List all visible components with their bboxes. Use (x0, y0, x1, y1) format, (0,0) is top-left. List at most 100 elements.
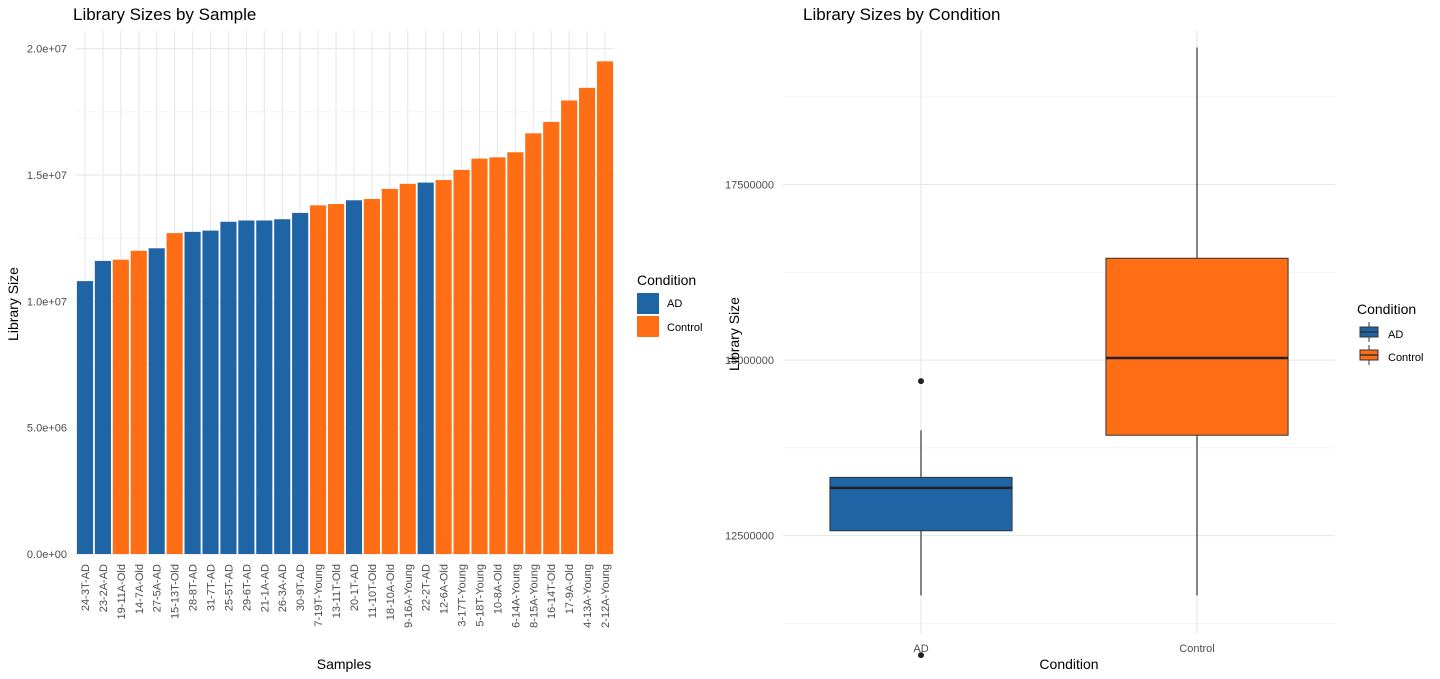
box-legend-key-control (1359, 345, 1379, 365)
box-outlier-point (918, 378, 924, 385)
bar (453, 169, 470, 554)
bar (579, 87, 596, 554)
bar-x-tick-label: 21-1A-AD (259, 564, 271, 612)
bar-y-tick-label: 0.0e+00 (27, 549, 67, 561)
bar (525, 133, 542, 554)
bar-x-tick-label: 22-2T-AD (421, 564, 433, 611)
bar-chart-legend: Condition AD Control (637, 272, 702, 337)
bar (345, 200, 363, 554)
bar-legend-title: Condition (637, 272, 696, 288)
bar (561, 100, 578, 554)
bar (112, 259, 129, 554)
boxplot-title: Library Sizes by Condition (803, 5, 1000, 24)
boxplot-x-ticks: AD Control (913, 643, 1214, 655)
bar-x-tick-label: 20-1T-AD (349, 564, 361, 611)
bar (327, 204, 345, 554)
bar-x-tick-label: 16-14T-Old (546, 564, 558, 619)
box-legend-key-ad (1359, 322, 1379, 342)
bar (202, 230, 219, 554)
bar-chart-title: Library Sizes by Sample (73, 5, 256, 24)
bar (435, 180, 452, 554)
bar-legend-label-ad: AD (667, 298, 682, 310)
bar (596, 61, 614, 554)
bar-x-tick-label: 12-6A-Old (439, 564, 451, 614)
bar-x-tick-label: 23-2A-AD (98, 564, 110, 612)
bar-x-tick-label: 3-17T-Young (457, 564, 469, 627)
bar-x-tick-label: 4-13A-Young (582, 564, 594, 628)
bar (76, 281, 94, 554)
bar (310, 205, 327, 555)
bar-x-tick-label: 28-8T-AD (188, 564, 200, 611)
bar (130, 250, 147, 555)
bar-x-tick-label: 5-18T-Young (475, 564, 487, 627)
box-iqr (1105, 257, 1289, 436)
boxplot-boxes (829, 47, 1289, 659)
bar (274, 219, 291, 554)
bar (256, 220, 273, 555)
bar-x-tick-label: 6-14A-Young (510, 564, 522, 628)
bar-x-tick-label: 31-7T-AD (206, 564, 218, 611)
bar-x-tick-label: 9-16A-Young (403, 564, 415, 628)
bar-chart-x-ticks: 24-3T-AD 23-2A-AD 19-11A-Old 14-7A-Old 27-5A… (80, 564, 612, 628)
bar-chart-y-axis-title: Library Size (5, 267, 21, 341)
bar-legend-swatch-ad (637, 293, 659, 314)
bar-chart-y-ticks: 0.0e+00 5.0e+06 1.0e+07 1.5e+07 2.0e+07 (27, 44, 67, 561)
bar-x-tick-label: 8-15A-Young (528, 564, 540, 628)
bar (507, 152, 524, 554)
bar-x-tick-label: 17-9A-Old (564, 564, 576, 614)
bar (381, 188, 398, 554)
bar (399, 183, 416, 554)
bar-x-tick-label: 19-11A-Old (116, 564, 128, 619)
box-x-tick-label: Control (1179, 643, 1214, 655)
bar (417, 182, 434, 554)
bar-y-tick-label: 5.0e+06 (27, 423, 67, 435)
box-x-tick-label: AD (913, 643, 928, 655)
bar (94, 260, 111, 554)
bar-x-tick-label: 24-3T-AD (80, 564, 92, 611)
box-outlier-point (918, 652, 924, 659)
bar-x-tick-label: 25-5T-AD (223, 564, 235, 611)
bar-x-tick-label: 11-10T-Old (367, 564, 379, 618)
bar-x-tick-label: 26-3A-AD (277, 564, 289, 612)
bar-legend-swatch-control (637, 316, 659, 337)
bar-chart-bars (76, 61, 614, 555)
bar (363, 199, 380, 554)
bar-legend-label-control: Control (667, 322, 702, 334)
bar (148, 248, 165, 554)
box-legend-label-control: Control (1388, 352, 1423, 364)
bar-x-tick-label: 18-10A-Old (385, 564, 397, 620)
bar-x-tick-label: 2-12A-Young (600, 564, 612, 628)
boxplot-y-axis-title: Library Size (726, 297, 742, 371)
bar-chart-x-axis-title: Samples (317, 656, 371, 672)
boxplot-y-ticks: 12500000 15000000 17500000 (725, 180, 774, 543)
bar (489, 157, 506, 555)
bar-x-tick-label: 29-6T-AD (241, 564, 253, 611)
boxplot-legend: Condition AD Control (1357, 301, 1423, 365)
bar-y-tick-label: 1.0e+07 (27, 296, 67, 308)
boxplot-x-axis-title: Condition (1039, 656, 1098, 672)
box-y-tick-label: 12500000 (725, 531, 774, 543)
bar (471, 158, 488, 554)
bar-x-tick-label: 13-11T-Old (331, 564, 343, 618)
bar-x-tick-label: 7-19T-Young (313, 564, 325, 627)
box-iqr (829, 476, 1013, 532)
bar (292, 212, 309, 555)
box-legend-label-ad: AD (1388, 329, 1403, 341)
bar-x-tick-label: 14-7A-Old (134, 564, 146, 614)
bar (543, 121, 560, 555)
bar-x-tick-label: 30-9T-AD (295, 564, 307, 611)
box-legend-title: Condition (1357, 301, 1416, 317)
bar-y-tick-label: 1.5e+07 (27, 170, 67, 182)
bar (238, 220, 255, 555)
bar-x-tick-label: 27-5A-AD (152, 564, 164, 612)
bar-chart-panel: 0.0e+00 5.0e+06 1.0e+07 1.5e+07 2.0e+07 24-3… (5, 5, 702, 672)
bar (166, 233, 183, 554)
box-y-tick-label: 17500000 (725, 180, 774, 192)
bar (184, 231, 201, 555)
bar-y-tick-label: 2.0e+07 (27, 44, 67, 56)
box-y-tick-label: 15000000 (725, 355, 774, 367)
bar-x-tick-label: 10-8A-Old (492, 564, 504, 614)
bar-x-tick-label: 15-13T-Old (170, 564, 182, 619)
bar (220, 221, 237, 554)
